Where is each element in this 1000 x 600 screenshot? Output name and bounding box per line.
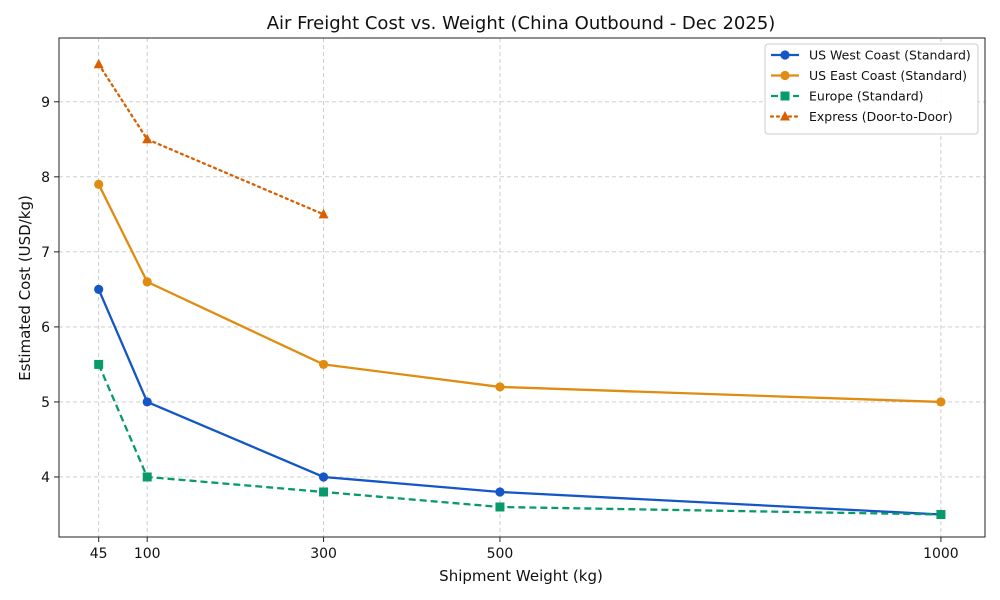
legend-marker [780, 50, 790, 60]
data-point [936, 397, 946, 407]
data-point [495, 487, 505, 497]
x-tick-label: 100 [134, 546, 161, 562]
legend-item: Express (Door-to-Door) [769, 109, 953, 124]
legend-label: US West Coast (Standard) [809, 48, 971, 63]
series-layer [93, 58, 946, 520]
x-axis-label: Shipment Weight (kg) [439, 567, 603, 585]
data-point [142, 133, 153, 144]
grid [59, 38, 985, 537]
legend-item: US West Coast (Standard) [771, 48, 971, 63]
series-line [97, 288, 943, 516]
series-4 [93, 58, 329, 219]
series-2 [94, 179, 946, 407]
data-point [93, 58, 104, 69]
data-point [495, 382, 505, 392]
legend-item: Europe (Standard) [771, 89, 924, 104]
data-point [142, 277, 152, 287]
legend-box [764, 43, 979, 135]
x-tick-label: 45 [90, 546, 108, 562]
data-point [319, 487, 329, 497]
legend-marker [780, 111, 790, 121]
plot-frame [58, 37, 986, 538]
data-point [142, 397, 152, 407]
chart-title: Air Freight Cost vs. Weight (China Outbo… [267, 13, 776, 34]
legend-label: Europe (Standard) [809, 89, 924, 104]
data-point [495, 502, 505, 512]
x-tick-label: 1000 [923, 546, 959, 562]
legend-label: US East Coast (Standard) [809, 68, 967, 83]
legend-marker [780, 70, 790, 81]
y-tick-label: 6 [41, 320, 50, 336]
data-point [94, 359, 104, 369]
data-point [318, 359, 329, 370]
data-point [936, 509, 946, 519]
data-point [318, 208, 329, 219]
y-tick-label: 5 [41, 395, 50, 411]
series-3 [94, 359, 946, 519]
data-point [142, 472, 152, 482]
y-tick-label: 9 [41, 95, 50, 111]
x-tick-label: 300 [310, 546, 337, 562]
data-point [94, 179, 104, 189]
data-point [94, 284, 104, 294]
y-axis-label: Estimated Cost (USD/kg) [16, 195, 34, 381]
y-tick-label: 7 [41, 245, 50, 261]
legend-label: Express (Door-to-Door) [809, 109, 953, 124]
legend: US West Coast (Standard) US East Coast (S… [764, 43, 979, 135]
x-tick-label: 500 [487, 546, 514, 562]
legend-item: US East Coast (Standard) [771, 68, 967, 83]
y-tick-label: 8 [41, 170, 50, 186]
series-1 [94, 284, 946, 520]
legend-marker [780, 91, 790, 101]
series-line [97, 63, 325, 216]
series-line [97, 183, 943, 404]
y-tick-label: 4 [41, 470, 50, 486]
data-point [318, 472, 329, 482]
